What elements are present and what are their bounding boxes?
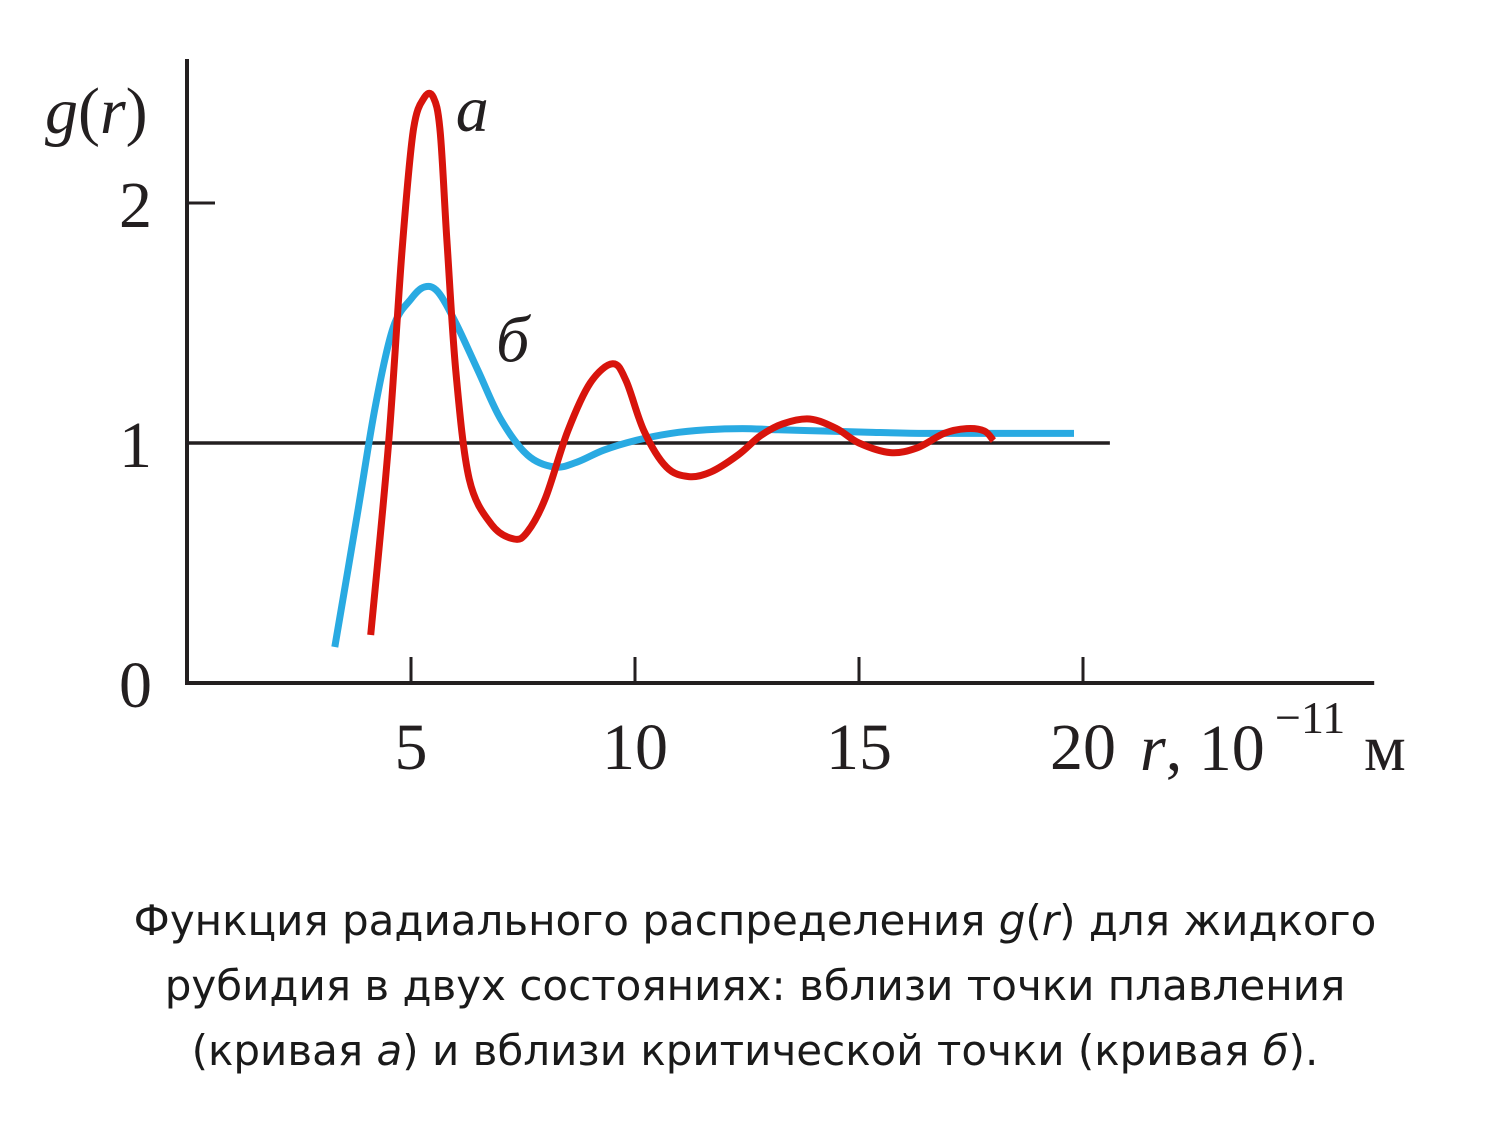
series-line-b	[331, 282, 1074, 648]
y-tick-label-1: 1	[119, 409, 152, 482]
y-axis-label-close-paren: )	[126, 75, 148, 148]
x-axis-label-var: r	[1140, 712, 1166, 785]
figure-caption: Функция радиального распределения g(r) д…	[40, 888, 1470, 1083]
x-tick-label-15: 15	[826, 711, 892, 784]
y-tick-label-0: 0	[119, 649, 152, 722]
x-tick-label-10: 10	[602, 711, 668, 784]
x-tick-label-5: 5	[395, 711, 428, 784]
curve-label-a: а	[456, 73, 489, 146]
series-line-a	[367, 89, 997, 636]
x-axis-label-base: 10	[1199, 712, 1265, 785]
x-axis-label-unit: м	[1364, 712, 1406, 785]
x-tick-label-20: 20	[1050, 711, 1116, 784]
curve-label-b: б	[496, 303, 531, 376]
series-layer: аб	[331, 73, 1074, 648]
caption-line-1: Функция радиального распределения g(r) д…	[133, 896, 1377, 945]
axes	[185, 59, 1375, 685]
y-axis-label-open-paren: (	[78, 75, 100, 148]
y-tick-label-2: 2	[119, 169, 152, 242]
y-axis-label: g(r)	[45, 75, 148, 148]
y-axis-label-arg: r	[100, 75, 126, 148]
x-axis-label-comma: ,	[1166, 712, 1199, 785]
x-axis-label-exponent: −11	[1275, 692, 1345, 743]
caption-line-3: (кривая а) и вблизи критической точки (к…	[191, 1026, 1319, 1075]
caption-line-2: рубидия в двух состояниях: вблизи точки …	[164, 961, 1346, 1010]
ticks-layer: 5 10 15 20 0 1 2	[119, 169, 1116, 784]
x-axis-label: r, 10	[1140, 712, 1265, 785]
y-axis-label-func: g	[45, 75, 78, 148]
